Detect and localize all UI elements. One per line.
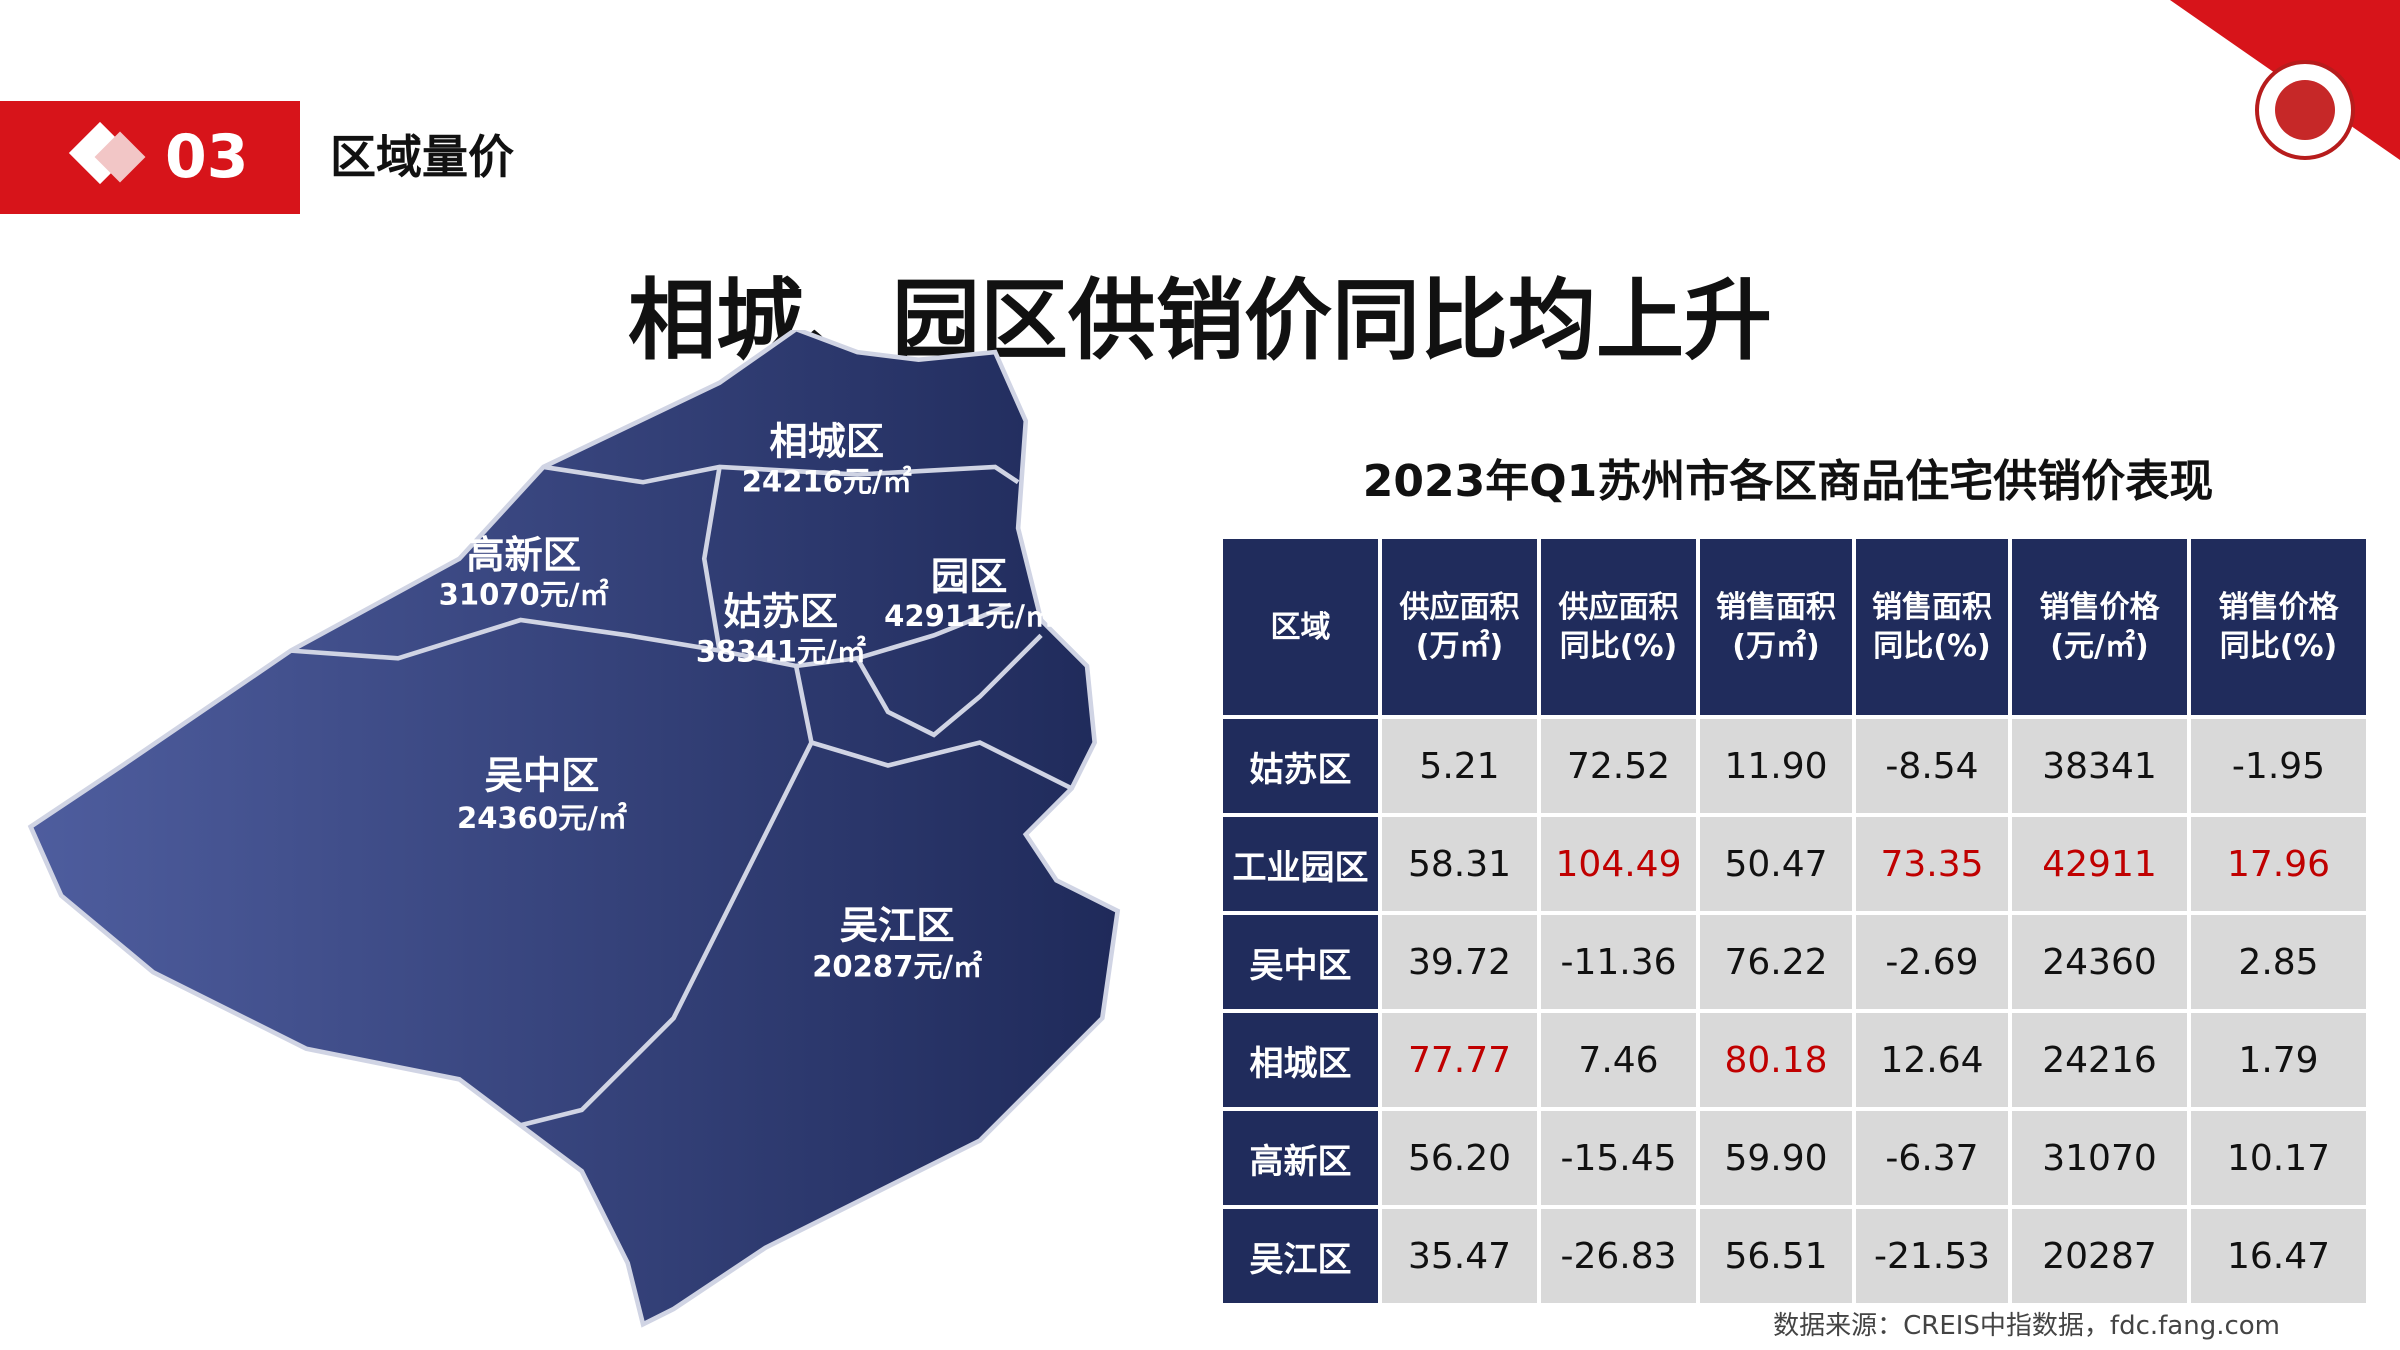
data-cell: 20287 <box>2012 1209 2187 1303</box>
source-note: 数据来源：CREIS中指数据，fdc.fang.com <box>1773 1311 2280 1341</box>
data-cell: 16.47 <box>2191 1209 2366 1303</box>
region-price: 24216元/㎡ <box>742 464 912 498</box>
data-cell: 76.22 <box>1700 915 1852 1009</box>
data-cell: -15.45 <box>1541 1111 1696 1205</box>
region-name: 姑苏区 <box>723 590 838 635</box>
data-cell: 72.52 <box>1541 719 1696 813</box>
data-cell: 35.47 <box>1382 1209 1537 1303</box>
data-cell: 31070 <box>2012 1111 2187 1205</box>
data-cell: -1.95 <box>2191 719 2366 813</box>
region-price: 38341元/㎡ <box>696 634 866 668</box>
data-cell: -21.53 <box>1856 1209 2008 1303</box>
header-text: 区域 <box>1270 609 1331 645</box>
header-cell: 销售面积 (万㎡) <box>1700 539 1852 715</box>
data-row: 吴中区 39.72 -11.36 76.22 -2.69 24360 2.85 <box>1223 915 2366 1009</box>
data-cell: -11.36 <box>1541 915 1696 1009</box>
row-label: 相城区 <box>1223 1013 1378 1107</box>
header-text: 同比(%) <box>1873 629 1991 664</box>
header-text: 销售价格 <box>2039 590 2160 625</box>
region-price: 42911元/㎡ <box>884 599 1054 633</box>
region-name: 吴中区 <box>485 753 600 798</box>
header-text: 销售面积 <box>1716 590 1836 625</box>
data-cell: 104.49 <box>1541 817 1696 911</box>
data-cell: 58.31 <box>1382 817 1537 911</box>
district-map: 相城区 24216元/㎡ 高新区 31070元/㎡ 姑苏区 38341元/㎡ 园… <box>27 330 1121 1328</box>
data-cell: 24360 <box>2012 915 2187 1009</box>
data-cell: 56.20 <box>1382 1111 1537 1205</box>
data-cell: -8.54 <box>1856 719 2008 813</box>
diamond-icon <box>68 121 146 185</box>
data-row: 相城区 77.77 7.46 80.18 12.64 24216 1.79 <box>1223 1013 2366 1107</box>
data-cell: 11.90 <box>1700 719 1852 813</box>
region-name: 园区 <box>931 554 1008 599</box>
header-text: (万㎡) <box>1415 629 1504 664</box>
data-cell: 10.17 <box>2191 1111 2366 1205</box>
row-label: 吴江区 <box>1223 1209 1378 1303</box>
data-row: 吴江区 35.47 -26.83 56.51 -21.53 20287 16.47 <box>1223 1209 2366 1303</box>
data-row: 工业园区 58.31 104.49 50.47 73.35 42911 17.96 <box>1223 817 2366 911</box>
region-price: 31070元/㎡ <box>439 578 609 612</box>
data-cell: 77.77 <box>1382 1013 1537 1107</box>
header-row: 区域 供应面积 (万㎡) 供应面积 同比(%) 销售面积 (万㎡) 销售面积 同比(%) 销售价格… <box>1223 539 2366 715</box>
data-cell: 38341 <box>2012 719 2187 813</box>
data-table: 区域 供应面积 (万㎡) 供应面积 同比(%) 销售面积 (万㎡) 销售面积 同比(%) 销售价格… <box>1219 535 2370 1307</box>
data-cell: 39.72 <box>1382 915 1537 1009</box>
row-label: 工业园区 <box>1223 817 1378 911</box>
header-cell: 销售价格 (元/㎡) <box>2012 539 2187 715</box>
header-text: 同比(%) <box>1559 629 1678 664</box>
data-cell: 24216 <box>2012 1013 2187 1107</box>
row-label: 吴中区 <box>1223 915 1378 1009</box>
header-text: (万㎡) <box>1732 629 1820 664</box>
data-cell: 59.90 <box>1700 1111 1852 1205</box>
data-cell: 80.18 <box>1700 1013 1852 1107</box>
section-bar <box>0 101 300 214</box>
data-cell: 73.35 <box>1856 817 2008 911</box>
data-cell: 50.47 <box>1700 817 1852 911</box>
row-label: 姑苏区 <box>1223 719 1378 813</box>
data-cell: 7.46 <box>1541 1013 1696 1107</box>
data-cell: 12.64 <box>1856 1013 2008 1107</box>
header-cell: 销售面积同比(%) <box>1856 539 2008 715</box>
data-cell: 5.21 <box>1382 719 1537 813</box>
section-number: 03 <box>165 122 249 192</box>
data-cell: -2.69 <box>1856 915 2008 1009</box>
data-cell: -6.37 <box>1856 1111 2008 1205</box>
data-cell: 56.51 <box>1700 1209 1852 1303</box>
data-row: 高新区 56.20 -15.45 59.90 -6.37 31070 10.17 <box>1223 1111 2366 1205</box>
region-name: 吴江区 <box>840 903 955 948</box>
data-cell: -26.83 <box>1541 1209 1696 1303</box>
region-name: 高新区 <box>466 533 581 578</box>
logo-corner <box>2170 0 2400 160</box>
header-cell: 销售价格同比(%) <box>2191 539 2366 715</box>
data-cell: 42911 <box>2012 817 2187 911</box>
data-cell: 1.79 <box>2191 1013 2366 1107</box>
data-row: 姑苏区 5.21 72.52 11.90 -8.54 38341 -1.95 <box>1223 719 2366 813</box>
header-text: 同比(%) <box>2219 629 2338 664</box>
data-cell: 17.96 <box>2191 817 2366 911</box>
section-title: 区域量价 <box>330 130 514 184</box>
data-cell: 2.85 <box>2191 915 2366 1009</box>
header-cell: 供应面积 (万㎡) <box>1382 539 1537 715</box>
header-text: 供应面积 <box>1399 590 1520 625</box>
table-title: 2023年Q1苏州市各区商品住宅供销价表现 <box>1362 456 2214 507</box>
header-cell: 供应面积同比(%) <box>1541 539 1696 715</box>
header-text: 销售价格 <box>2218 590 2339 625</box>
row-label: 高新区 <box>1223 1111 1378 1205</box>
header-cell: 区域 <box>1223 539 1378 715</box>
header-text: 供应面积 <box>1558 590 1679 625</box>
header-text: 销售面积 <box>1872 590 1992 625</box>
header-text: (元/㎡) <box>2050 629 2149 664</box>
region-price: 20287元/㎡ <box>812 950 982 984</box>
region-name: 相城区 <box>769 420 884 465</box>
region-price: 24360元/㎡ <box>457 801 627 835</box>
